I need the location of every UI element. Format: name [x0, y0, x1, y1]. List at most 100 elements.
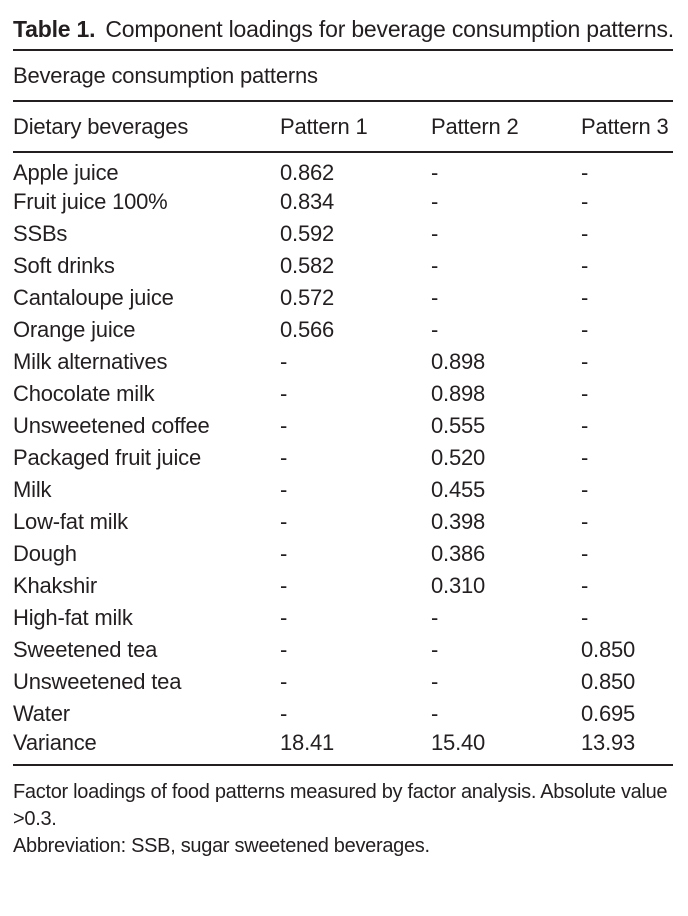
loading-value-cell: 0.566 [280, 317, 335, 342]
beverage-name-cell: Water [13, 701, 70, 726]
beverage-name-cell: Packaged fruit juice [13, 445, 201, 470]
loading-value-cell: - [280, 413, 288, 438]
footnote-abbreviation: Abbreviation: SSB, sugar sweetened bever… [13, 835, 430, 857]
table-row: Unsweetened tea - - 0.850 [13, 666, 673, 698]
loading-value-cell: 0.310 [431, 573, 486, 598]
loading-value-cell: 0.592 [280, 221, 335, 246]
loading-value-cell: - [581, 573, 589, 598]
group-header-row: Beverage consumption patterns [13, 49, 674, 102]
loading-value-cell: - [581, 605, 589, 630]
loading-value-cell: 0.455 [431, 477, 486, 502]
table-row: Chocolate milk - 0.898 - [13, 378, 673, 410]
loading-value-cell: - [280, 605, 288, 630]
loading-value-cell: 0.572 [280, 285, 335, 310]
loading-value-cell: 0.520 [431, 445, 486, 470]
table-row: Dough - 0.386 - [13, 538, 673, 570]
beverage-name-cell: Milk alternatives [13, 349, 168, 374]
beverage-name-cell: Dough [13, 541, 77, 566]
footnote-factor-loadings: Factor loadings of food patterns measure… [13, 781, 668, 830]
loading-value-cell: - [280, 445, 288, 470]
beverage-name-cell: Fruit juice 100% [13, 189, 168, 214]
loading-value-cell: - [280, 573, 288, 598]
table-row: Cantaloupe juice 0.572 - - [13, 282, 673, 314]
loading-value-cell: - [431, 317, 439, 342]
loading-value-cell: 0.862 [280, 160, 335, 185]
loading-value-cell: 0.386 [431, 541, 486, 566]
loading-value-cell: - [431, 160, 439, 185]
loading-value-cell: - [581, 349, 589, 374]
beverage-name-cell: Soft drinks [13, 253, 115, 278]
beverage-name-cell: Low-fat milk [13, 509, 128, 534]
loading-value-cell: - [431, 637, 439, 662]
beverage-name-cell: Apple juice [13, 160, 119, 185]
group-header: Beverage consumption patterns [13, 49, 674, 102]
table-caption: Component loadings for beverage consumpt… [105, 16, 674, 42]
loading-value-cell: - [280, 541, 288, 566]
table-row: SSBs 0.592 - - [13, 218, 673, 250]
loading-value-cell: - [431, 605, 439, 630]
table-row: Milk alternatives - 0.898 - [13, 346, 673, 378]
loading-value-cell: - [431, 701, 439, 726]
table-row: Fruit juice 100% 0.834 - - [13, 186, 673, 218]
table-row: Sweetened tea - - 0.850 [13, 634, 673, 666]
beverage-name-cell: Milk [13, 477, 52, 502]
loading-value-cell: 0.695 [581, 701, 636, 726]
column-header-row: Dietary beverages Pattern 1 Pattern 2 Pa… [13, 101, 674, 153]
loading-value-cell: 15.40 [431, 730, 581, 766]
loading-value-cell: 13.93 [581, 730, 674, 766]
table-row: Unsweetened coffee - 0.555 - [13, 410, 673, 442]
loading-value-cell: 18.41 [280, 730, 431, 766]
table-title: Table 1. Component loadings for beverage … [13, 14, 675, 45]
loading-value-cell: 0.850 [581, 669, 636, 694]
loading-value-cell: - [581, 541, 589, 566]
beverage-name-cell: Chocolate milk [13, 381, 155, 406]
table-row: Low-fat milk - 0.398 - [13, 506, 673, 538]
loading-value-cell: - [280, 509, 288, 534]
beverage-name-cell: High-fat milk [13, 605, 133, 630]
beverage-name-cell: Unsweetened tea [13, 669, 182, 694]
table-body: Apple juice 0.862 - - Fruit juice 100% 0.834 -… [13, 152, 674, 766]
loading-value-cell: - [581, 160, 589, 185]
column-header-dietary-beverages: Dietary beverages [13, 101, 280, 153]
loading-value-cell: - [581, 477, 589, 502]
component-loadings-table: Beverage consumption patterns Dietary be… [13, 49, 674, 766]
table-row: Orange juice 0.566 - - [13, 314, 673, 346]
loading-value-cell: - [581, 317, 589, 342]
loading-value-cell: 0.582 [280, 253, 335, 278]
loading-value-cell: - [280, 477, 288, 502]
loading-value-cell: 0.898 [431, 381, 486, 406]
loading-value-cell: - [280, 349, 288, 374]
table-row: Khakshir - 0.310 - [13, 570, 673, 602]
table-head: Beverage consumption patterns Dietary be… [13, 49, 674, 153]
loading-value-cell: - [581, 381, 589, 406]
table-row: Soft drinks 0.582 - - [13, 250, 673, 282]
table-row: Water - - 0.695 [13, 698, 673, 730]
loading-value-cell: - [280, 701, 288, 726]
column-header-pattern-1: Pattern 1 [280, 101, 431, 153]
loading-value-cell: - [581, 445, 589, 470]
loading-value-cell: - [431, 285, 439, 310]
beverage-name-cell: Unsweetened coffee [13, 413, 210, 438]
loading-value-cell: - [581, 253, 589, 278]
table-container: Table 1. Component loadings for beverage … [13, 14, 681, 860]
beverage-name-cell: Variance [13, 730, 280, 766]
loading-value-cell: 0.398 [431, 509, 486, 534]
loading-value-cell: 0.834 [280, 189, 335, 214]
beverage-name-cell: SSBs [13, 221, 68, 246]
table-row: Apple juice 0.862 - - [13, 152, 673, 186]
table-row: High-fat milk - - - [13, 602, 673, 634]
loading-value-cell: - [280, 381, 288, 406]
loading-value-cell: - [581, 509, 589, 534]
table-footnotes: Factor loadings of food patterns measure… [13, 779, 681, 860]
beverage-name-cell: Sweetened tea [13, 637, 158, 662]
loading-value-cell: - [431, 221, 439, 246]
loading-value-cell: - [581, 285, 589, 310]
loading-value-cell: - [581, 189, 589, 214]
table-row: Variance 18.41 15.40 13.93 [13, 730, 674, 766]
loading-value-cell: - [280, 637, 288, 662]
loading-value-cell: - [431, 189, 439, 214]
loading-value-cell: - [280, 669, 288, 694]
loading-value-cell: - [581, 221, 589, 246]
loading-value-cell: - [431, 253, 439, 278]
